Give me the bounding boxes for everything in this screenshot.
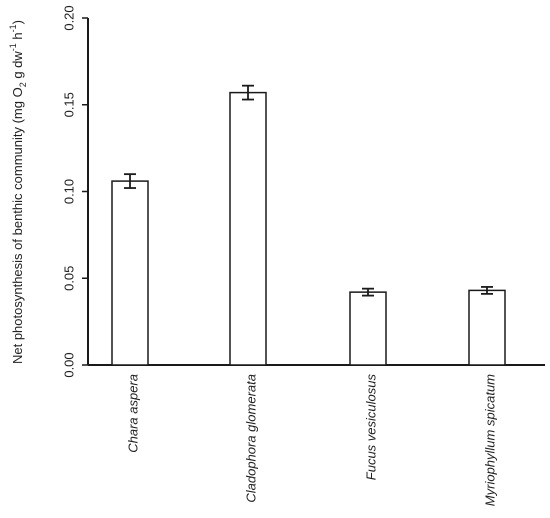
y-tick-label: 0.20 bbox=[61, 5, 76, 30]
y-ticks: 0.00 0.05 0.10 0.15 0.20 bbox=[61, 5, 88, 378]
category-label: Myriophyllum spicatum bbox=[482, 374, 497, 506]
category-label: Cladophora glomerata bbox=[243, 374, 258, 503]
bar bbox=[229, 91, 267, 366]
category-label: Chara aspera bbox=[125, 374, 140, 453]
y-tick-label: 0.00 bbox=[61, 352, 76, 377]
category-labels: Chara aspera Cladophora glomerata Fucus ve… bbox=[125, 374, 497, 507]
y-axis-title: Net photosynthesis of benthic community … bbox=[8, 20, 28, 364]
error-bar bbox=[481, 286, 493, 295]
error-bar bbox=[124, 173, 136, 189]
error-bars bbox=[124, 84, 493, 297]
y-axis-label: Net photosynthesis of benthic community … bbox=[8, 20, 28, 364]
y-axis-title-part: Net photosynthesis of benthic community … bbox=[10, 87, 25, 364]
y-tick-label: 0.05 bbox=[61, 266, 76, 291]
y-axis-title-part: h bbox=[10, 32, 25, 43]
bars bbox=[111, 91, 506, 366]
bar bbox=[349, 291, 387, 366]
y-axis-title-part: ) bbox=[10, 20, 25, 24]
y-axis-title-part: 2 bbox=[18, 82, 28, 87]
error-bar bbox=[242, 84, 254, 101]
y-tick-label: 0.10 bbox=[61, 179, 76, 204]
y-axis-title-part: g dw bbox=[10, 51, 25, 83]
bar bbox=[111, 180, 149, 366]
y-axis-title-part: -1 bbox=[8, 43, 18, 51]
y-axis-title-part: -1 bbox=[8, 24, 18, 32]
error-bar bbox=[362, 287, 374, 297]
category-label: Fucus vesiculosus bbox=[363, 374, 378, 481]
y-tick-label: 0.15 bbox=[61, 92, 76, 117]
bar bbox=[468, 289, 506, 366]
